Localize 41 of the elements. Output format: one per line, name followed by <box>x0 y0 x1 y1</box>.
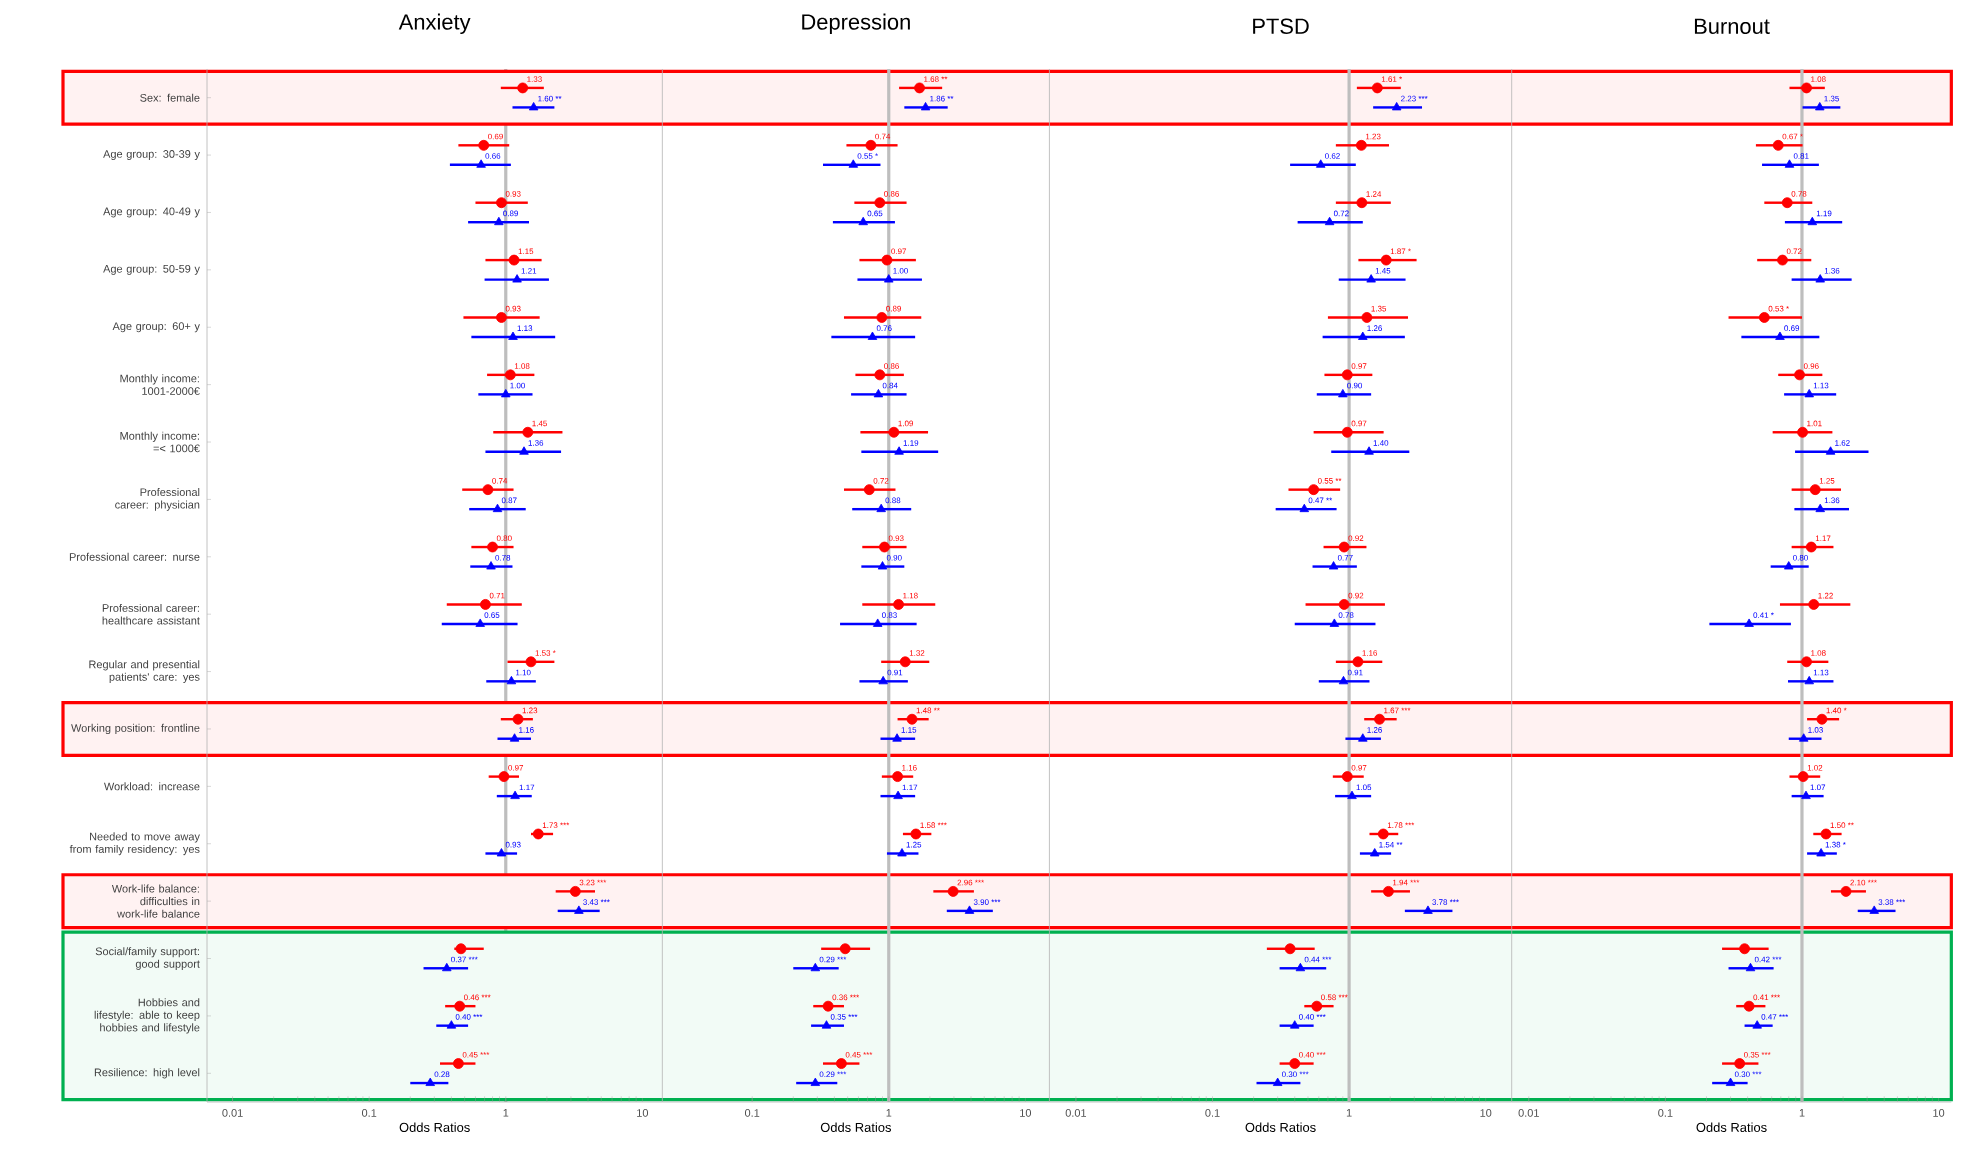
x-tick-label: 1 <box>1799 1109 1805 1117</box>
y-tick-label: Social/family support: good support <box>95 947 200 970</box>
x-tick-label: 1 <box>1346 1109 1352 1117</box>
x-tick-label: 0.01 <box>1518 1109 1539 1117</box>
x-tick-label: 0.1 <box>1658 1109 1673 1117</box>
x-tick-label: 0.01 <box>222 1109 243 1117</box>
x-axis-title: Odds Ratios <box>399 1122 470 1132</box>
chart-title: PTSD <box>1253 18 1309 34</box>
x-tick-label: 1 <box>503 1109 509 1117</box>
y-tick-label: Monthly income: =< 1000€ <box>120 431 200 453</box>
chart-title: Burnout <box>1694 18 1770 34</box>
y-tick-label: Professional career: nurse <box>69 552 200 561</box>
x-tick-label: 10 <box>1480 1109 1492 1117</box>
x-tick-label: 10 <box>1020 1109 1032 1117</box>
y-tick-label: Professional career: physician <box>115 488 200 511</box>
y-tick-label: Resilience: high level <box>94 1068 200 1079</box>
y-tick-label: Monthly income: 1001-2000€ <box>120 374 200 395</box>
y-tick-label: Professional career: healthcare assistant <box>102 603 200 625</box>
chart-title: Anxiety <box>398 13 471 34</box>
x-tick-label: 1 <box>886 1109 892 1117</box>
y-tick-label: Regular and presential patients' care: yes <box>89 660 200 683</box>
y-tick-label: Age group: 30-39 y <box>103 150 200 161</box>
x-tick-label: 0.1 <box>744 1109 760 1117</box>
x-axis-title: Odds Ratios <box>820 1122 892 1132</box>
y-tick-label: Sex: female <box>140 93 200 102</box>
y-tick-label: Age group: 50-59 y <box>103 264 200 275</box>
x-tick-label: 10 <box>637 1109 649 1117</box>
y-tick-label: Work-life balance: difficulties in work-life balance <box>111 884 200 918</box>
x-tick-label: 0.1 <box>361 1109 377 1117</box>
chart-title: Depression <box>802 13 910 34</box>
x-tick-label: 0.1 <box>1205 1109 1220 1117</box>
y-tick-label: Hobbies and lifestyle: able to keep hobbies and lifestyle <box>94 998 200 1034</box>
y-tick-label: Needed to move away from family residency: yes <box>69 832 200 856</box>
x-axis-title: Odds Ratios <box>1245 1122 1316 1132</box>
y-tick-label: Age group: 40-49 y <box>103 207 200 218</box>
x-tick-label: 10 <box>1933 1109 1945 1117</box>
x-tick-label: 0.01 <box>1065 1109 1087 1117</box>
y-tick-label: Age group: 60+ y <box>112 322 200 333</box>
y-tick-label: Workload: increase <box>103 782 200 791</box>
x-axis-title: Odds Ratios <box>1696 1122 1767 1132</box>
y-tick-label: Working position: frontline <box>71 723 200 735</box>
